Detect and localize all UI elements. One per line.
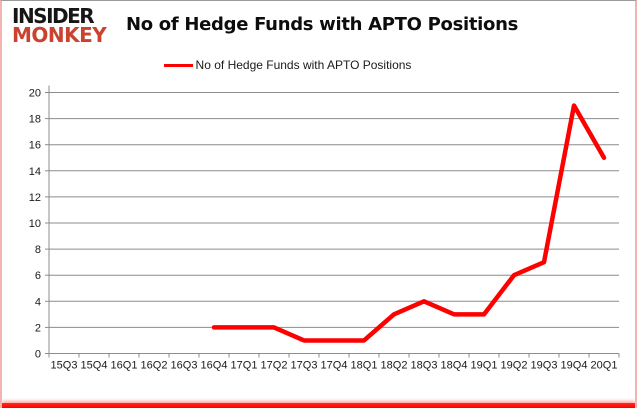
insider-monkey-logo: INSIDER MONKEY xyxy=(12,4,107,47)
x-tick-label: 20Q1 xyxy=(591,360,618,372)
x-tick-label: 17Q2 xyxy=(261,360,288,372)
x-tick-label: 18Q2 xyxy=(381,360,408,372)
x-tick-label: 19Q1 xyxy=(471,360,498,372)
y-tick-label: 16 xyxy=(29,140,41,152)
y-tick-label: 14 xyxy=(29,166,41,178)
x-tick-label: 17Q4 xyxy=(321,360,348,372)
x-tick-label: 16Q4 xyxy=(201,360,228,372)
x-tick-label: 19Q4 xyxy=(561,360,588,372)
series-line-apto-positions xyxy=(211,103,607,343)
x-tick-label: 17Q1 xyxy=(231,360,258,372)
y-tick-label: 8 xyxy=(35,244,41,256)
y-tick-label: 20 xyxy=(29,88,41,100)
logo-monkey-text: MONKEY xyxy=(12,23,107,47)
chart-title: No of Hedge Funds with APTO Positions xyxy=(126,14,519,35)
bottom-red-border xyxy=(2,403,635,408)
y-tick-label: 2 xyxy=(35,322,41,334)
x-tick-label: 16Q1 xyxy=(111,360,138,372)
x-tick-label: 19Q3 xyxy=(531,360,558,372)
x-tick-label: 15Q4 xyxy=(81,360,108,372)
y-tick-label: 6 xyxy=(35,270,41,282)
x-tick-label: 16Q2 xyxy=(141,360,168,372)
y-tick-label: 4 xyxy=(35,296,41,308)
y-tick-label: 12 xyxy=(29,192,41,204)
x-tick-label: 18Q3 xyxy=(411,360,438,372)
chart-legend: No of Hedge Funds with APTO Positions xyxy=(2,58,635,72)
x-tick-label: 17Q3 xyxy=(291,360,318,372)
x-tick-label: 18Q1 xyxy=(351,360,378,372)
y-tick-label: 10 xyxy=(29,218,41,230)
legend-line-marker-icon xyxy=(163,63,193,67)
x-tick-label: 16Q3 xyxy=(171,360,198,372)
y-tick-label: 0 xyxy=(35,349,41,361)
logo-insider-text: INSIDER xyxy=(12,4,95,28)
x-tick-label: 18Q4 xyxy=(441,360,468,372)
y-tick-label: 18 xyxy=(29,114,41,126)
legend-label: No of Hedge Funds with APTO Positions xyxy=(195,58,412,72)
x-tick-label: 15Q3 xyxy=(51,360,78,372)
x-tick-label: 19Q2 xyxy=(501,360,528,372)
